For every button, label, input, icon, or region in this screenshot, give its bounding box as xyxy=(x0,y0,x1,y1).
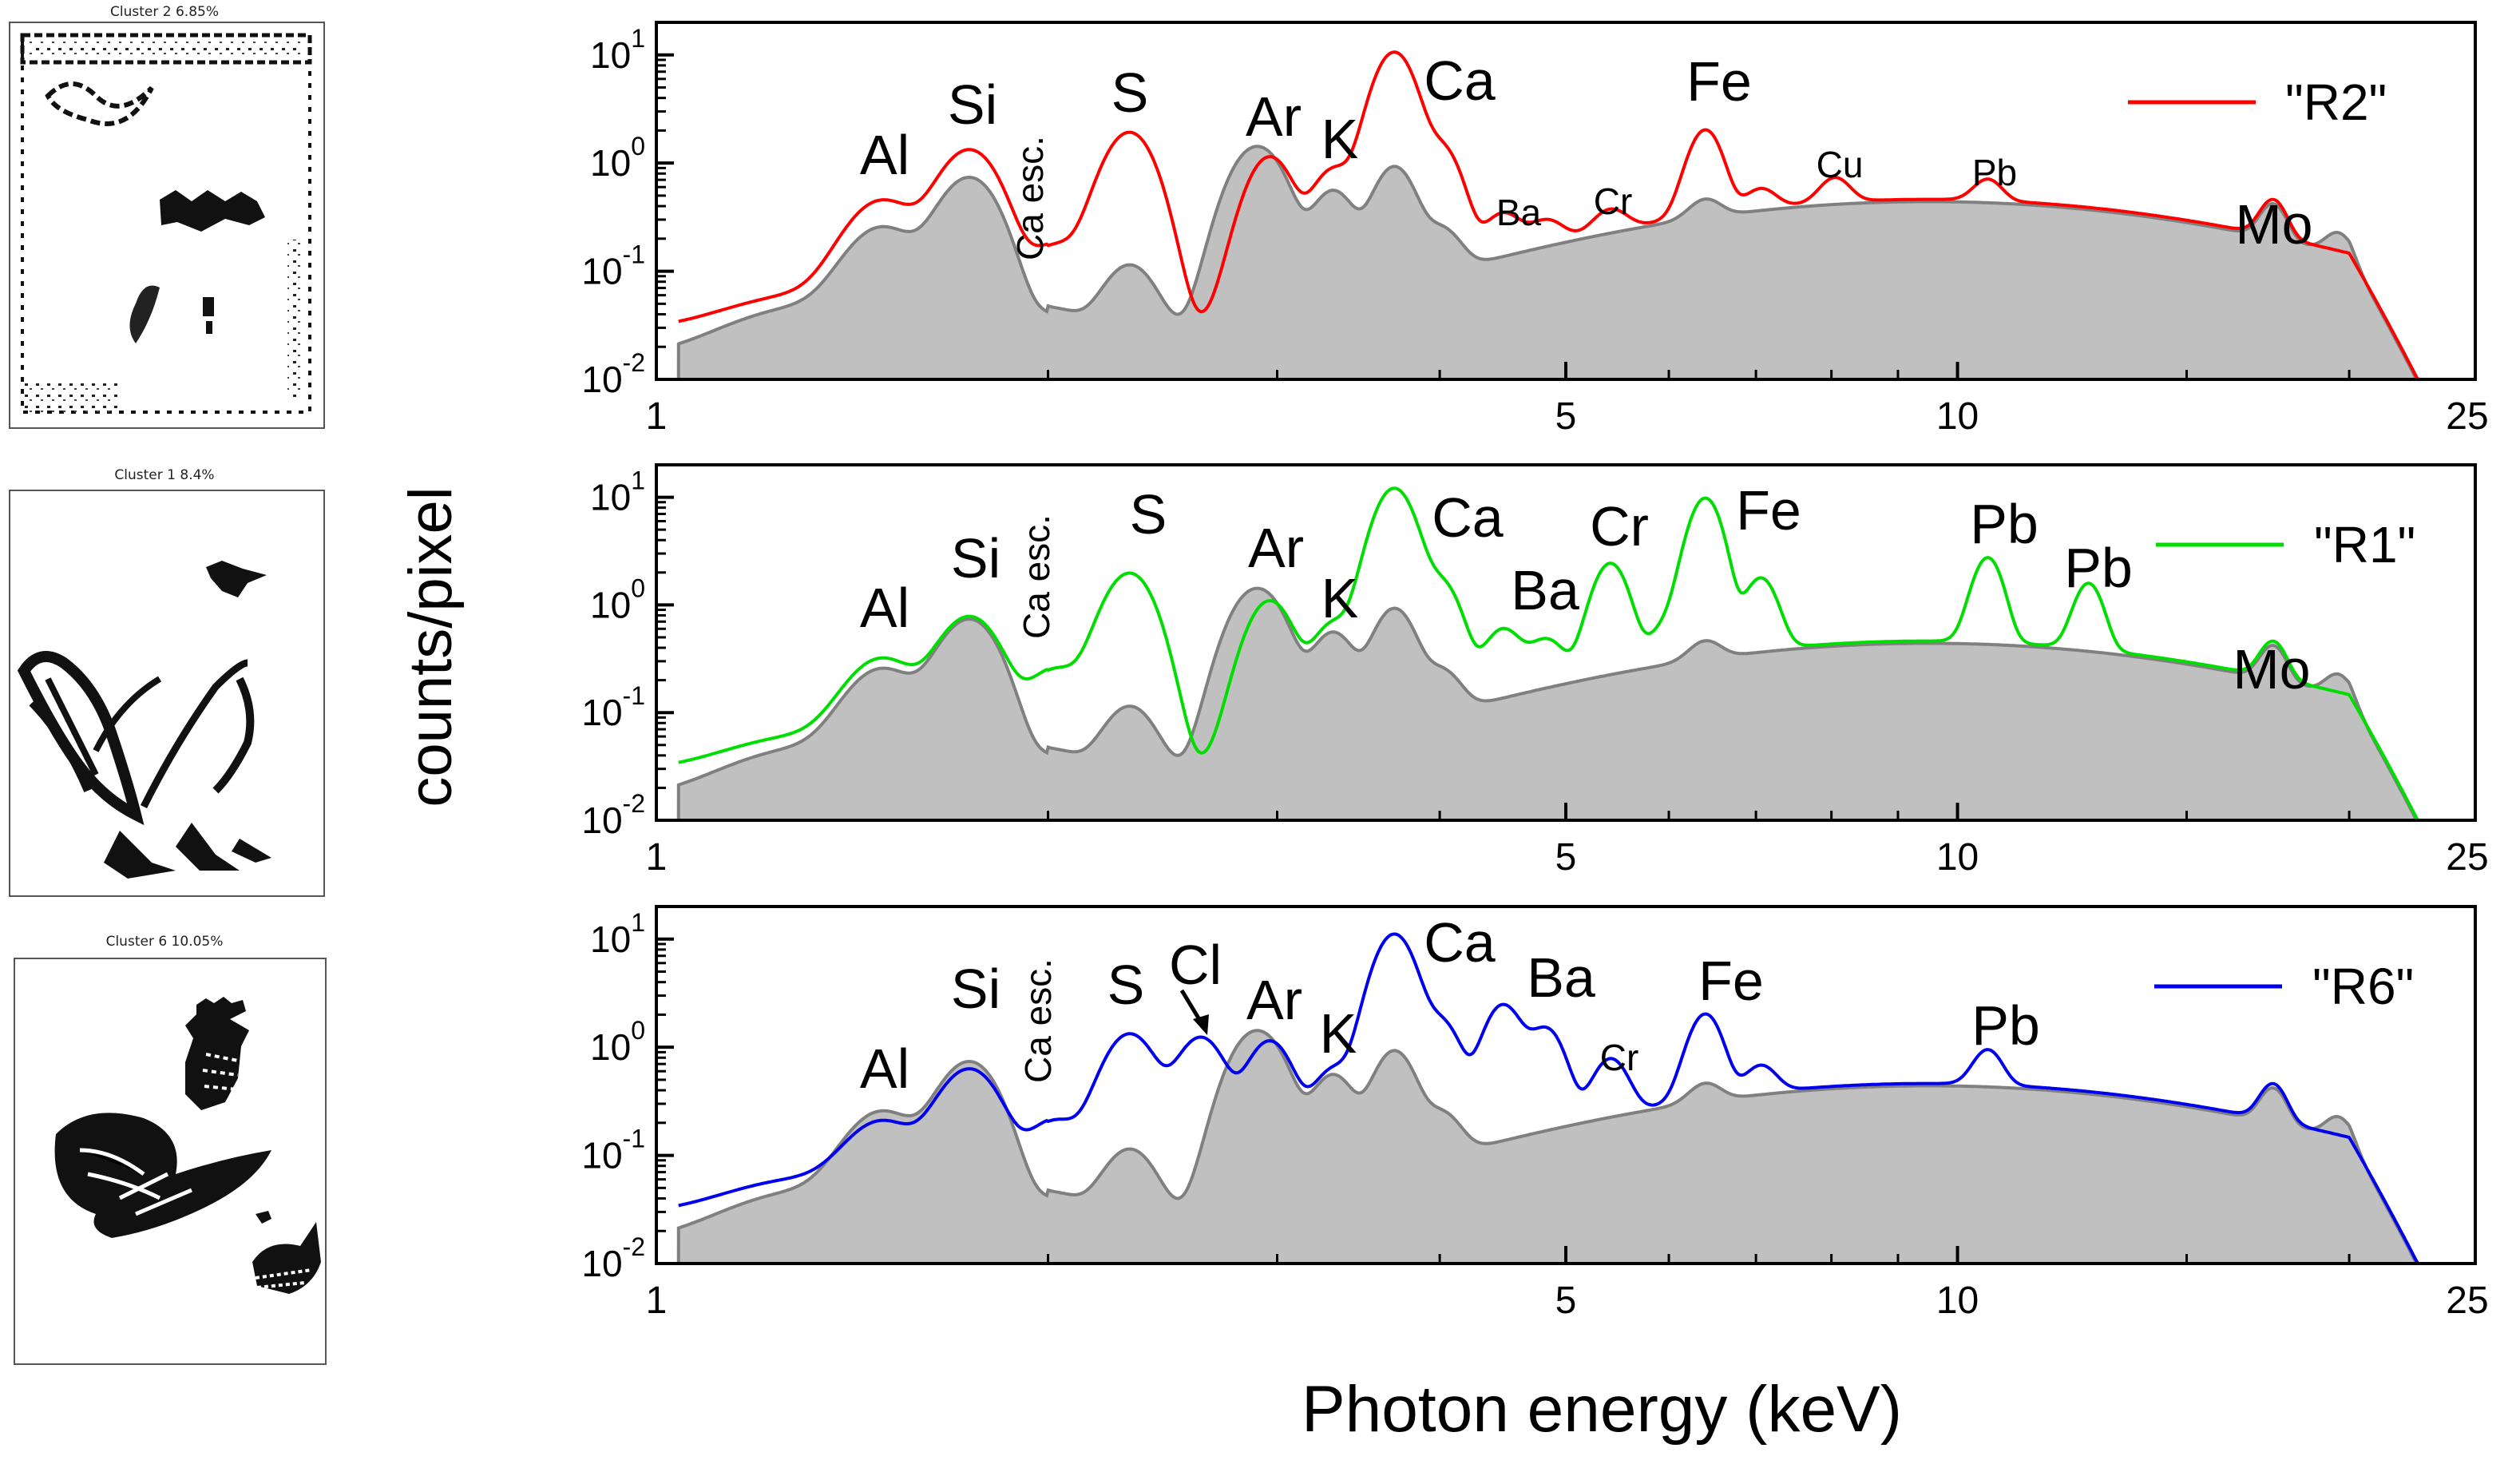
background-spectrum-area xyxy=(676,1029,2428,1265)
background-spectrum-area xyxy=(676,586,2428,822)
x-tick-label: 10 xyxy=(1936,836,1979,879)
peak-label: Ba xyxy=(1511,559,1579,621)
peak-label: Al xyxy=(860,1038,909,1100)
panel-r2: 10-2 10-1 100 101 1 5 10 25 "R2" Al Si Ca esc. S Ar K C… xyxy=(581,21,2489,438)
peak-label: Ba xyxy=(1527,946,1595,1009)
peak-label: Ca xyxy=(1424,50,1496,112)
y-tick-label: 100 xyxy=(590,1016,645,1068)
thumbnail-title: Cluster 1 8.4% xyxy=(114,467,214,483)
peak-label: Pb xyxy=(1971,994,2040,1057)
peak-label: S xyxy=(1130,483,1167,546)
peak-label: Cu xyxy=(1817,144,1864,185)
y-tick-label: 101 xyxy=(590,908,645,960)
x-tick-label: 10 xyxy=(1936,395,1979,438)
y-tick-label: 10-1 xyxy=(581,240,645,292)
x-tick-label: 25 xyxy=(2446,836,2488,879)
x-tick-label: 1 xyxy=(646,836,668,879)
x-axis-label: Photon energy (keV) xyxy=(1302,1373,1902,1446)
peak-label: Ca esc. xyxy=(1016,514,1057,639)
peak-label: Mo xyxy=(2233,638,2310,700)
peak-label: K xyxy=(1321,108,1359,170)
peak-label: Cr xyxy=(1590,495,1649,557)
peak-label: Ca xyxy=(1424,911,1496,974)
x-tick-label: 25 xyxy=(2446,1280,2488,1322)
peak-label: S xyxy=(1107,954,1145,1016)
peak-label: S xyxy=(1111,61,1149,124)
y-axis-label: counts/pixel xyxy=(397,486,465,807)
series-line xyxy=(678,932,2428,1265)
peak-label: Ar xyxy=(1246,85,1302,148)
panel-r1: 10-2 10-1 100 101 1 5 10 25 "R1" Al Si Ca esc. S Ar K C… xyxy=(581,463,2489,879)
y-tick-label: 100 xyxy=(590,573,645,625)
thumbnail-cluster-6: Cluster 6 10.05% xyxy=(14,934,327,1365)
thumbnail-cluster-2: Cluster 2 6.85% xyxy=(9,4,325,429)
peak-label: Ba xyxy=(1496,192,1542,233)
rooster-heads-image xyxy=(54,997,321,1294)
peak-label: Fe xyxy=(1686,50,1752,113)
peak-label: Cr xyxy=(1594,181,1633,222)
peak-label: Al xyxy=(860,124,909,186)
y-tick-label: 10-2 xyxy=(581,348,645,400)
legend-label: "R6" xyxy=(2312,958,2414,1015)
peak-label: Pb xyxy=(1970,493,2039,555)
series-line xyxy=(678,50,2428,381)
y-tick-label: 10-2 xyxy=(581,1232,645,1284)
x-tick-label: 5 xyxy=(1555,1280,1577,1322)
peak-label: Cl xyxy=(1169,934,1222,996)
peak-label: Ar xyxy=(1246,969,1302,1031)
panel-r6: 10-2 10-1 100 101 1 5 10 25 "R6" Al Si Ca esc. S Cl Ar… xyxy=(581,905,2489,1322)
peak-label: Ca esc. xyxy=(1009,136,1051,260)
stamp-border-image xyxy=(20,33,312,414)
background-spectrum-area xyxy=(676,145,2428,381)
peak-label: Fe xyxy=(1736,479,1801,542)
legend-label: "R2" xyxy=(2285,73,2387,131)
legend-label: "R1" xyxy=(2314,516,2415,573)
peak-label: Si xyxy=(951,527,1000,589)
peak-label: Pb xyxy=(1972,152,2017,193)
cl-arrow-head xyxy=(1193,1014,1209,1035)
peak-label: Ca xyxy=(1432,486,1504,549)
y-tick-label: 10-2 xyxy=(581,789,645,841)
series-line xyxy=(678,486,2428,822)
x-tick-label: 25 xyxy=(2446,395,2488,438)
rooster-body-image xyxy=(17,561,271,879)
peak-label: Cr xyxy=(1600,1037,1639,1078)
x-tick-label: 1 xyxy=(646,395,668,438)
y-tick-label: 101 xyxy=(590,466,645,518)
thumbnail-title: Cluster 2 6.85% xyxy=(110,4,219,20)
y-tick-label: 10-1 xyxy=(581,1125,645,1176)
x-tick-label: 1 xyxy=(646,1280,668,1322)
peak-label: Fe xyxy=(1698,950,1764,1012)
peak-label: Ca esc. xyxy=(1017,958,1059,1083)
peak-label: K xyxy=(1321,567,1359,629)
x-tick-label: 10 xyxy=(1936,1280,1979,1322)
y-tick-label: 101 xyxy=(590,24,645,76)
peak-label: Pb xyxy=(2064,537,2133,599)
peak-label: K xyxy=(1320,1002,1357,1065)
x-tick-label: 5 xyxy=(1555,836,1577,879)
y-tick-label: 100 xyxy=(590,132,645,184)
thumbnail-title: Cluster 6 10.05% xyxy=(106,934,224,950)
peak-label: Al xyxy=(860,577,909,639)
peak-label: Si xyxy=(951,958,1000,1020)
x-tick-label: 5 xyxy=(1555,395,1577,438)
peak-label: Mo xyxy=(2235,193,2312,256)
thumbnail-cluster-1: Cluster 1 8.4% xyxy=(9,467,325,897)
peak-label: Ar xyxy=(1248,517,1304,579)
y-tick-label: 10-1 xyxy=(581,681,645,733)
peak-label: Si xyxy=(948,73,997,136)
